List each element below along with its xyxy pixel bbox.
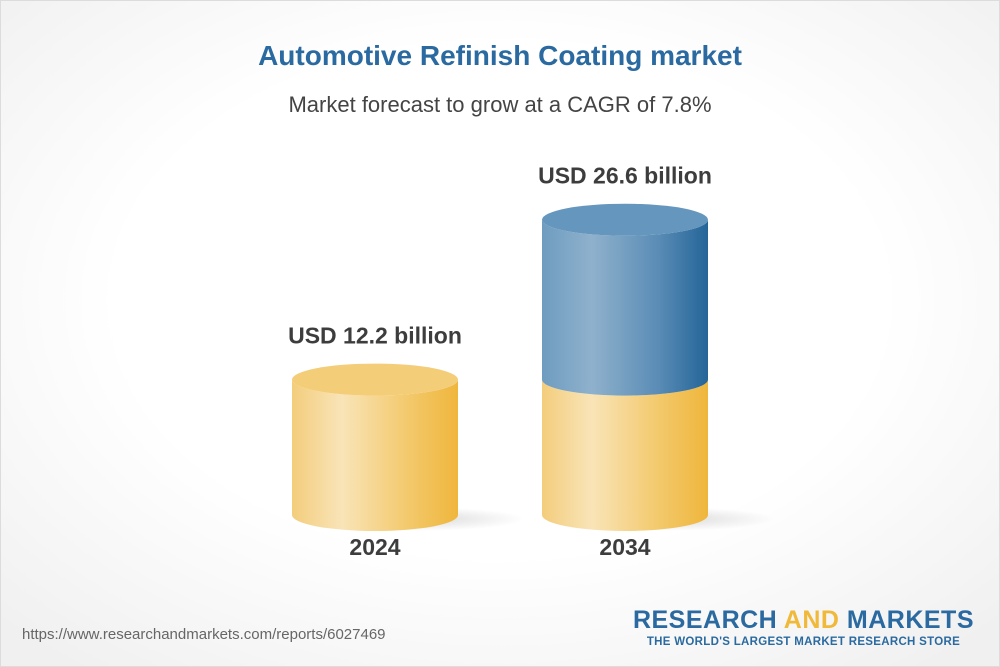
- cylinder-top: [292, 363, 458, 396]
- category-label: 2024: [349, 534, 400, 560]
- source-url[interactable]: https://www.researchandmarkets.com/repor…: [22, 626, 386, 643]
- chart-subtitle: Market forecast to grow at a CAGR of 7.8…: [288, 92, 712, 117]
- data-label: USD 26.6 billion: [538, 163, 712, 189]
- bar-base-2034: [542, 379, 708, 531]
- data-label: USD 12.2 billion: [288, 323, 462, 349]
- cylinder-top: [542, 203, 708, 236]
- bar-2024: [292, 379, 458, 531]
- bar-growth-2034: [542, 219, 708, 396]
- category-label: 2034: [599, 534, 650, 560]
- logo-tagline: THE WORLD'S LARGEST MARKET RESEARCH STOR…: [646, 636, 961, 648]
- research-and-markets-logo: RESEARCH AND MARKETS THE WORLD'S LARGEST…: [632, 606, 974, 648]
- chart-title: Automotive Refinish Coating market: [258, 40, 742, 71]
